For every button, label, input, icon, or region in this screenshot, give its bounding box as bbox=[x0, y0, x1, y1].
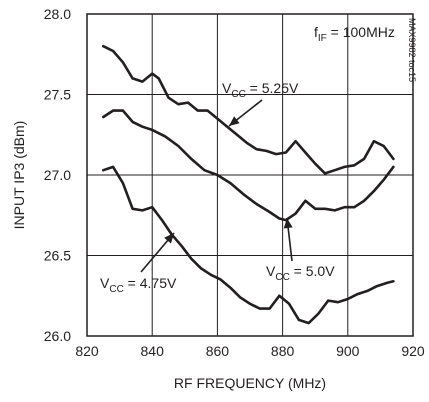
series-label-5v0-value: = 5.0V bbox=[290, 263, 335, 279]
figure-id-watermark: MAX9982 toc15 bbox=[407, 18, 417, 82]
y-tick-label: 26.5 bbox=[44, 248, 71, 264]
series-label-4v75: VCC = 4.75V bbox=[100, 275, 177, 295]
callout-arrows bbox=[140, 99, 293, 273]
x-tick-label: 860 bbox=[206, 343, 230, 359]
x-tick-label: 920 bbox=[401, 343, 425, 359]
series-callouts: VCC = 5.25V VCC = 5.0V VCC = 4.75V bbox=[100, 80, 335, 295]
series-label-5v0-main: V bbox=[266, 263, 276, 279]
series-label-5v25-main: V bbox=[222, 80, 232, 96]
series-line-0 bbox=[102, 44, 395, 175]
x-axis-ticks: 820 840 860 880 900 920 bbox=[75, 343, 425, 359]
y-tick-label: 26.0 bbox=[44, 328, 71, 344]
y-tick-label: 27.5 bbox=[44, 87, 71, 103]
y-tick-label: 28.0 bbox=[44, 6, 71, 22]
y-axis-title: INPUT IP3 (dBm) bbox=[11, 121, 27, 230]
series-label-5v25-sub: CC bbox=[231, 89, 245, 100]
series-label-5v25-value: = 5.25V bbox=[246, 80, 299, 96]
series-label-5v25: VCC = 5.25V bbox=[222, 80, 299, 100]
y-tick-label: 27.0 bbox=[44, 167, 71, 183]
arrow-5v0-head bbox=[283, 218, 293, 229]
x-tick-label: 840 bbox=[141, 343, 165, 359]
if-frequency-value: = 100MHz bbox=[327, 24, 395, 40]
if-frequency-subscript: IF bbox=[318, 33, 327, 44]
y-axis-ticks: 26.0 26.5 27.0 27.5 28.0 bbox=[44, 6, 71, 344]
series-label-4v75-main: V bbox=[100, 275, 110, 291]
series-label-4v75-value: = 4.75V bbox=[124, 275, 177, 291]
arrow-4v75-head bbox=[164, 233, 174, 244]
plot-area-frame bbox=[86, 13, 414, 337]
x-tick-label: 880 bbox=[271, 343, 295, 359]
series-label-5v0: VCC = 5.0V bbox=[266, 263, 335, 283]
series-label-4v75-sub: CC bbox=[109, 284, 123, 295]
gridlines bbox=[87, 14, 413, 336]
if-frequency-annotation: fIF = 100MHz bbox=[314, 24, 395, 44]
series-lines bbox=[102, 44, 395, 325]
x-axis-title: RF FREQUENCY (MHz) bbox=[174, 375, 326, 391]
series-line-1 bbox=[102, 109, 395, 222]
x-tick-label: 820 bbox=[75, 343, 99, 359]
series-line-2 bbox=[102, 165, 395, 325]
arrow-5v25-head bbox=[229, 116, 240, 126]
if-frequency-symbol: f bbox=[314, 24, 318, 40]
x-tick-label: 900 bbox=[336, 343, 360, 359]
series-label-5v0-sub: CC bbox=[275, 272, 289, 283]
